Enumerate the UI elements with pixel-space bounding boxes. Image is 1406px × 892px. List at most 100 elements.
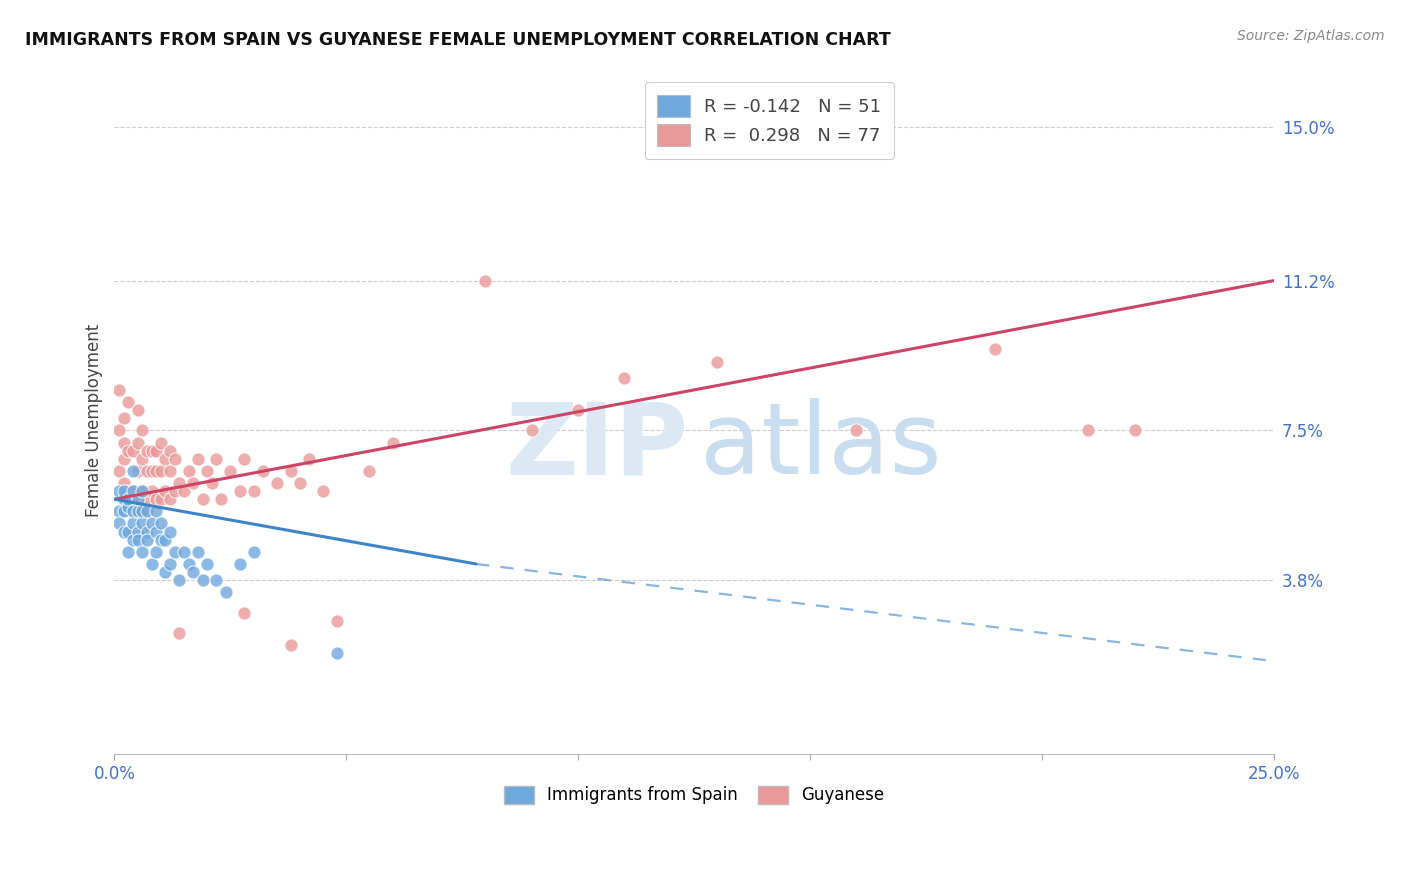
Point (288, 476, 311, 491)
Point (112, 411, 135, 425)
Point (181, 476, 204, 491)
Point (228, 484, 250, 499)
Point (169, 625, 191, 640)
Point (181, 565, 204, 579)
Point (122, 484, 145, 499)
Point (326, 646, 349, 660)
Point (191, 492, 214, 507)
Point (567, 403, 589, 417)
Point (381, 435, 404, 450)
Point (159, 443, 181, 458)
Point (159, 524, 181, 539)
Point (169, 476, 191, 491)
Point (266, 476, 288, 491)
Point (127, 533, 149, 547)
Point (141, 464, 163, 478)
Point (219, 464, 242, 478)
Point (845, 424, 868, 438)
Point (112, 504, 135, 518)
Point (131, 516, 153, 531)
Point (205, 573, 228, 587)
Point (108, 464, 131, 478)
Point (233, 606, 256, 620)
Point (145, 492, 167, 507)
Point (280, 464, 302, 478)
Point (155, 565, 177, 579)
Point (145, 464, 167, 478)
Point (1123, 424, 1146, 438)
Point (280, 638, 302, 652)
Point (127, 504, 149, 518)
Point (112, 435, 135, 450)
Point (112, 524, 135, 539)
Point (127, 403, 149, 417)
Legend: Immigrants from Spain, Guyanese: Immigrants from Spain, Guyanese (495, 777, 893, 813)
Point (135, 443, 157, 458)
Point (131, 545, 153, 559)
Point (122, 504, 145, 518)
Point (205, 451, 228, 466)
Point (312, 484, 335, 499)
Point (195, 557, 218, 571)
Point (187, 545, 209, 559)
Point (108, 383, 131, 397)
Point (122, 464, 145, 478)
Point (298, 451, 321, 466)
Point (141, 484, 163, 499)
Point (117, 395, 139, 409)
Point (613, 371, 636, 385)
Point (117, 484, 139, 499)
Point (145, 504, 167, 518)
Point (233, 451, 256, 466)
Point (169, 573, 191, 587)
Point (163, 451, 186, 466)
Point (131, 504, 153, 518)
Point (131, 484, 153, 499)
Point (117, 500, 139, 515)
Point (209, 492, 232, 507)
Point (112, 492, 135, 507)
Point (149, 492, 172, 507)
Point (135, 464, 157, 478)
Point (117, 524, 139, 539)
Point (135, 504, 157, 518)
Point (159, 557, 181, 571)
Point (122, 484, 145, 499)
Point (127, 524, 149, 539)
Point (127, 492, 149, 507)
Point (145, 443, 167, 458)
Point (112, 476, 135, 491)
Point (242, 545, 264, 559)
Point (1077, 424, 1099, 438)
Point (135, 492, 157, 507)
Point (131, 451, 153, 466)
Point (145, 524, 167, 539)
Point (252, 464, 274, 478)
Text: atlas: atlas (700, 399, 942, 495)
Text: Source: ZipAtlas.com: Source: ZipAtlas.com (1237, 29, 1385, 43)
Point (112, 484, 135, 499)
Point (108, 484, 131, 499)
Point (122, 492, 145, 507)
Point (177, 464, 200, 478)
Point (117, 504, 139, 518)
Point (127, 464, 149, 478)
Point (117, 545, 139, 559)
Point (131, 524, 153, 539)
Point (173, 545, 195, 559)
Point (149, 464, 172, 478)
Point (187, 451, 209, 466)
Y-axis label: Female Unemployment: Female Unemployment (86, 324, 103, 516)
Point (108, 516, 131, 531)
Point (112, 451, 135, 466)
Point (159, 464, 181, 478)
Point (149, 435, 172, 450)
Point (177, 557, 200, 571)
Point (141, 516, 163, 531)
Point (127, 504, 149, 518)
Point (122, 533, 145, 547)
Point (163, 545, 186, 559)
Point (155, 484, 177, 499)
Point (108, 424, 131, 438)
Point (155, 533, 177, 547)
